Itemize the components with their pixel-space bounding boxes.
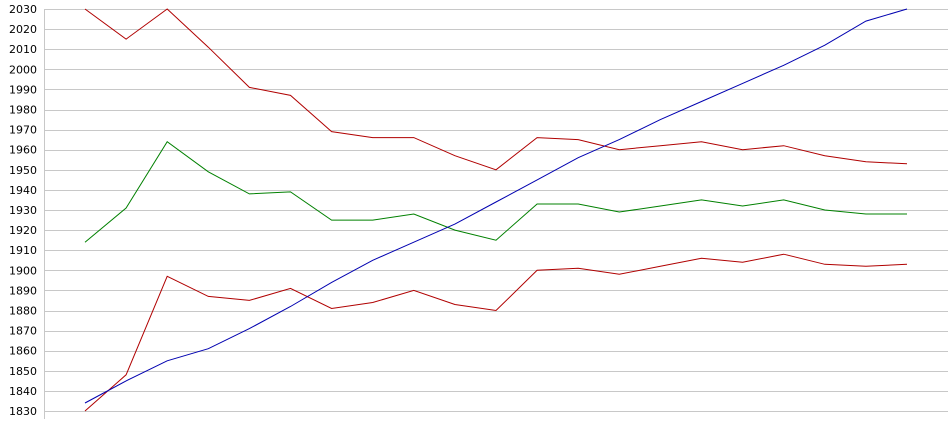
y-tick-label-1840: 1840 (9, 385, 37, 398)
y-tick-label-1870: 1870 (9, 325, 37, 338)
grid-layer (44, 9, 948, 419)
y-tick-label-2000: 2000 (9, 63, 37, 76)
y-tick-label-1950: 1950 (9, 164, 37, 177)
y-tick-label-1860: 1860 (9, 345, 37, 358)
series-layer (84, 8, 908, 412)
y-tick-label-1990: 1990 (9, 83, 37, 96)
y-tick-label-1980: 1980 (9, 104, 37, 117)
y-tick-label-1880: 1880 (9, 305, 37, 318)
series-line-2 (84, 140, 907, 243)
y-tick-label-1900: 1900 (9, 264, 37, 277)
y-tick-label-1830: 1830 (9, 405, 37, 418)
series-line-1 (84, 8, 908, 171)
y-tick-label-1960: 1960 (9, 144, 37, 157)
series-line-3 (84, 253, 908, 412)
y-tick-label-1930: 1930 (9, 204, 37, 217)
y-tick-label-1920: 1920 (9, 224, 37, 237)
y-tick-label-1970: 1970 (9, 124, 37, 137)
y-tick-label-2020: 2020 (9, 23, 37, 36)
series-line-4 (84, 8, 908, 404)
y-tick-label-2030: 2030 (9, 3, 37, 16)
y-tick-labels: 1830 1840 1850 1860 1870 1880 1890 1900 1910 1920… (9, 3, 37, 418)
y-tick-label-1940: 1940 (9, 184, 37, 197)
y-tick-label-1910: 1910 (9, 244, 37, 257)
y-tick-label-1890: 1890 (9, 284, 37, 297)
y-tick-label-1850: 1850 (9, 365, 37, 378)
y-tick-label-2010: 2010 (9, 43, 37, 56)
